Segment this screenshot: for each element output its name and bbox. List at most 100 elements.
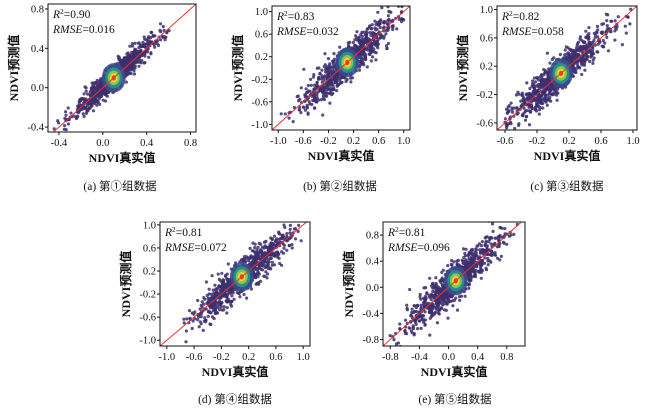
scatter-point xyxy=(403,329,407,333)
scatter-point xyxy=(349,80,353,84)
scatter-point xyxy=(572,55,577,59)
reference-line xyxy=(497,6,637,130)
scatter-point xyxy=(456,258,460,262)
scatter-point xyxy=(521,97,525,102)
y-tick-label: -1.0 xyxy=(139,336,156,347)
scatter-point xyxy=(422,320,426,324)
scatter-point xyxy=(253,275,257,279)
scatter-point xyxy=(286,215,289,218)
scatter-point xyxy=(577,65,581,69)
scatter-point xyxy=(331,68,335,72)
scatter-point xyxy=(130,57,134,62)
y-tick-label: -0.6 xyxy=(251,97,268,108)
scatter-point xyxy=(184,329,188,333)
scatter-point xyxy=(185,317,189,321)
scatter-point xyxy=(434,283,438,287)
scatter-point xyxy=(164,35,168,39)
scatter-point xyxy=(63,124,67,128)
scatter-point xyxy=(552,56,556,60)
scatter-point xyxy=(320,74,324,78)
scatter-point xyxy=(373,19,377,23)
x-tick-label: 1.0 xyxy=(297,352,310,363)
scatter-point xyxy=(536,78,541,82)
x-tick-label: -1.0 xyxy=(270,136,287,147)
scatter-point xyxy=(365,27,369,31)
rmse-value: =0.032 xyxy=(306,26,339,38)
scatter-point xyxy=(516,217,519,220)
scatter-point xyxy=(311,75,316,79)
scatter-point xyxy=(323,52,327,56)
panel-caption: (c) 第③组数据 xyxy=(530,179,604,193)
scatter-point xyxy=(225,285,229,289)
scatter-point xyxy=(340,80,344,84)
scatter-point xyxy=(125,52,129,56)
scatter-point xyxy=(162,28,166,32)
scatter-point xyxy=(419,314,423,318)
scatter-point xyxy=(328,101,332,105)
scatter-point xyxy=(225,306,229,310)
scatter-point xyxy=(520,103,524,107)
scatter-point xyxy=(533,87,537,91)
scatter-point xyxy=(263,274,267,278)
scatter-point xyxy=(136,41,141,45)
rmse-stat: RMSE=0.032 xyxy=(276,26,339,38)
scatter-point xyxy=(279,112,283,116)
scatter-point xyxy=(154,41,158,45)
scatter-point xyxy=(86,92,90,96)
scatter-point xyxy=(282,223,286,227)
scatter-point xyxy=(606,26,610,30)
scatter-point xyxy=(219,305,223,309)
scatter-point xyxy=(564,45,568,49)
scatter-point xyxy=(523,118,528,122)
scatter-point xyxy=(77,101,81,105)
scatter-point xyxy=(530,84,534,88)
scatter-point xyxy=(228,291,232,295)
scatter-point xyxy=(256,274,260,279)
scatter-point xyxy=(522,101,527,105)
scatter-point xyxy=(248,246,252,250)
scatter-point xyxy=(292,105,296,110)
scatter-point xyxy=(143,54,147,58)
scatter-point xyxy=(125,55,129,59)
y-tick-label: 0.4 xyxy=(366,257,380,268)
r2-value: =0.83 xyxy=(288,11,315,23)
scatter-point xyxy=(422,314,426,318)
scatter-point xyxy=(133,59,137,63)
reference-line xyxy=(383,222,522,346)
scatter-point xyxy=(435,321,439,325)
scatter-point xyxy=(332,57,337,61)
scatter-point xyxy=(450,258,454,263)
y-tick-label: -0.4 xyxy=(362,309,379,320)
scatter-point xyxy=(441,303,445,307)
scatter-point xyxy=(307,100,311,104)
scatter-point xyxy=(545,103,549,107)
reference-line xyxy=(160,222,307,346)
scatter-point xyxy=(540,102,544,106)
scatter-point xyxy=(505,124,509,128)
scatter-point xyxy=(506,105,510,109)
scatter-point xyxy=(278,261,282,266)
scatter-point xyxy=(412,304,416,308)
scatter-point xyxy=(259,279,263,283)
scatter-point xyxy=(610,19,614,23)
scatter-point xyxy=(147,55,151,59)
scatter-point xyxy=(368,30,372,35)
scatter-point xyxy=(91,99,95,103)
scatter-point xyxy=(312,73,316,77)
scatter-point xyxy=(197,325,201,329)
scatter-point xyxy=(575,48,579,53)
scatter-point xyxy=(249,287,253,291)
scatter-point xyxy=(149,51,153,55)
scatter-point xyxy=(491,229,495,233)
scatter-point xyxy=(590,54,594,58)
scatter-point xyxy=(82,114,86,118)
scatter-point xyxy=(513,126,517,130)
scatter-point xyxy=(527,109,531,113)
scatter-point xyxy=(137,64,141,68)
scatter-point xyxy=(584,29,588,33)
scatter-point xyxy=(216,305,220,310)
scatter-point xyxy=(221,286,225,290)
scatter-point xyxy=(408,326,412,330)
y-tick-label: -0.2 xyxy=(139,290,156,301)
scatter-point xyxy=(376,46,380,50)
